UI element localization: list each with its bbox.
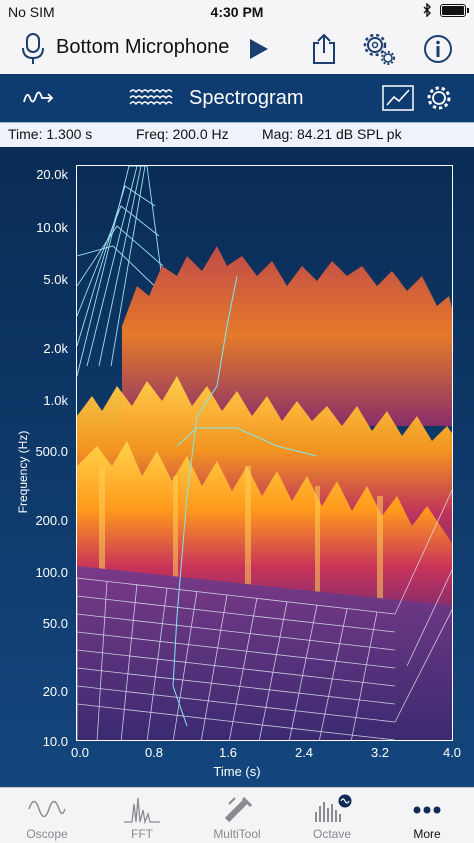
tab-oscope[interactable]: Oscope xyxy=(0,788,94,843)
waveform-arrow-icon xyxy=(23,91,54,103)
readout-magnitude: Mag: 84.21 dB SPL pk xyxy=(262,126,402,142)
multitool-icon xyxy=(224,796,253,823)
wireframe-spike xyxy=(77,166,168,377)
y-tick: 5.0k xyxy=(43,272,68,287)
x-tick: 0.0 xyxy=(70,745,90,760)
tab-bar: Oscope FFT MultiTool Octave More xyxy=(0,787,474,843)
spectrogram-mode-icon xyxy=(128,84,174,112)
surface-streaks xyxy=(99,466,383,636)
chart-icon xyxy=(382,85,414,111)
info-icon xyxy=(424,35,452,63)
y-tick: 20.0 xyxy=(42,684,68,699)
tab-label: Octave xyxy=(312,827,351,841)
readout-frequency: Freq: 200.0 Hz xyxy=(136,126,229,142)
top-toolbar: Bottom Microphone xyxy=(0,24,474,75)
floor-grid xyxy=(77,489,452,740)
octave-icon xyxy=(315,794,352,822)
y-tick: 1.0k xyxy=(43,393,68,408)
y-tick: 50.0 xyxy=(42,616,68,631)
x-tick: 4.0 xyxy=(442,745,462,760)
cursor-trace xyxy=(172,275,318,727)
plot-type-button[interactable] xyxy=(382,84,414,112)
share-button[interactable] xyxy=(307,32,341,66)
status-bar: No SIM 4:30 PM xyxy=(0,0,474,24)
y-axis-label: Frequency (Hz) xyxy=(16,430,30,514)
x-axis-label: Time (s) xyxy=(213,764,261,779)
gear-icon xyxy=(427,86,451,110)
mode-bar: Spectrogram xyxy=(0,74,474,122)
y-tick: 10.0k xyxy=(36,220,68,235)
tab-fft[interactable]: FFT xyxy=(95,788,189,843)
clock: 4:30 PM xyxy=(210,4,264,20)
y-tick: 20.0k xyxy=(36,167,68,182)
microphone-icon[interactable] xyxy=(16,32,50,66)
x-tick: 2.4 xyxy=(294,745,314,760)
cursor-readout: Time: 1.300 s Freq: 200.0 Hz Mag: 84.21 … xyxy=(0,122,474,148)
plot-frame[interactable] xyxy=(76,165,453,741)
tab-label: MultiTool xyxy=(213,827,261,841)
status-icons xyxy=(422,3,469,17)
surface-back xyxy=(122,246,452,426)
tab-octave[interactable]: Octave xyxy=(285,788,379,843)
oscope-icon xyxy=(28,800,66,818)
tab-label: Oscope xyxy=(26,827,68,841)
bluetooth-icon xyxy=(423,3,431,17)
info-button[interactable] xyxy=(421,32,455,66)
tab-label: More xyxy=(413,827,441,841)
y-tick: 10.0 xyxy=(42,734,68,749)
fft-icon xyxy=(124,797,160,824)
tab-multitool[interactable]: MultiTool xyxy=(190,788,284,843)
tab-more[interactable]: More xyxy=(380,788,474,843)
share-icon xyxy=(313,33,335,64)
carrier-label: No SIM xyxy=(8,4,55,20)
play-button[interactable] xyxy=(242,32,276,66)
more-icon xyxy=(413,806,441,814)
y-tick: 2.0k xyxy=(43,341,68,356)
gears-icon xyxy=(363,33,395,65)
spectrogram-plot[interactable]: Frequency (Hz) 20.0k 10.0k 5.0k 2.0k 1.0… xyxy=(0,147,474,787)
readout-time: Time: 1.300 s xyxy=(8,126,93,142)
signal-input-button[interactable] xyxy=(22,84,58,112)
y-tick: 200.0 xyxy=(35,513,68,528)
x-tick: 1.6 xyxy=(218,745,238,760)
y-tick: 100.0 xyxy=(35,565,68,580)
y-tick: 500.0 xyxy=(35,444,68,459)
settings-button[interactable] xyxy=(362,32,396,66)
battery-icon xyxy=(440,3,469,17)
x-tick: 0.8 xyxy=(144,745,164,760)
spectrogram-surface xyxy=(77,166,452,740)
mode-label[interactable]: Spectrogram xyxy=(189,87,304,109)
x-tick: 3.2 xyxy=(370,745,390,760)
tab-label: FFT xyxy=(131,827,153,841)
plot-settings-button[interactable] xyxy=(426,84,452,112)
input-source-title[interactable]: Bottom Microphone xyxy=(56,36,230,58)
